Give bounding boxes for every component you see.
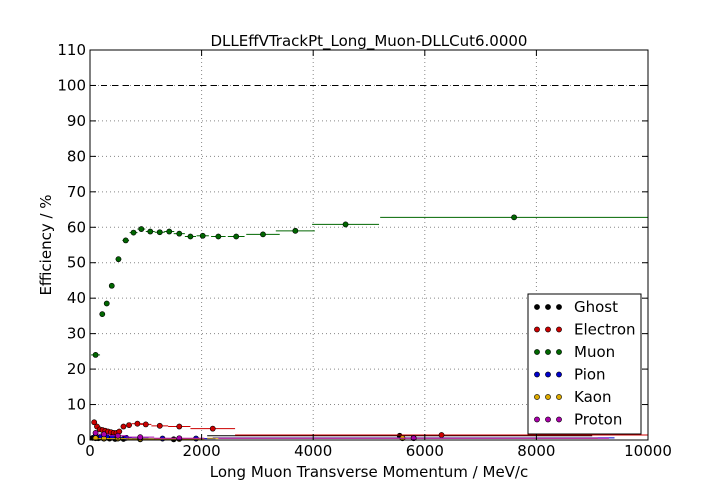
y-tick-label: 0 xyxy=(76,431,86,449)
y-tick-label: 40 xyxy=(67,289,86,307)
legend: Ghost Electron Muon Pion Kaon Proton xyxy=(527,293,642,435)
y-tick-label: 60 xyxy=(67,218,86,236)
muon-point xyxy=(215,233,222,240)
legend-item-proton: Proton xyxy=(534,411,622,429)
legend-marker xyxy=(534,304,540,310)
x-tick-label: 10000 xyxy=(624,442,672,460)
y-tick-label: 110 xyxy=(57,41,86,59)
legend-item-kaon: Kaon xyxy=(534,388,611,406)
muon-point xyxy=(260,231,266,238)
muon-point xyxy=(199,232,206,239)
legend-label: Ghost xyxy=(574,298,618,316)
legend-marker xyxy=(545,371,551,378)
x-tick-label: 2000 xyxy=(183,442,221,460)
legend-marker xyxy=(556,326,562,333)
muon-point xyxy=(92,352,99,358)
proton-point xyxy=(137,434,144,441)
legend-marker xyxy=(545,394,551,400)
y-tick-label: 20 xyxy=(67,360,86,378)
legend-marker xyxy=(534,349,540,355)
muon-point xyxy=(156,229,163,236)
muon-point xyxy=(99,311,106,318)
legend-marker xyxy=(556,349,562,355)
legend-marker xyxy=(534,371,540,378)
legend-marker xyxy=(556,371,562,378)
legend-item-ghost: Ghost xyxy=(534,298,618,316)
legend-marker xyxy=(545,304,551,310)
legend-marker xyxy=(545,326,551,333)
muon-point xyxy=(176,230,183,237)
electron-point xyxy=(209,425,216,432)
legend-marker xyxy=(545,416,551,423)
x-tick-label: 4000 xyxy=(294,442,332,460)
muon-point xyxy=(122,237,129,244)
y-tick-label: 80 xyxy=(67,147,86,165)
legend-label: Proton xyxy=(574,411,622,429)
electron-point xyxy=(134,420,141,427)
data-series xyxy=(89,214,648,443)
electron-point xyxy=(176,423,183,430)
legend-marker xyxy=(534,416,540,423)
y-axis-label: Efficiency / % xyxy=(37,194,55,295)
muon-point xyxy=(511,214,517,221)
electron-point xyxy=(120,423,127,430)
muon-point xyxy=(138,226,145,232)
legend-item-electron: Electron xyxy=(534,321,636,339)
x-axis-ticks: 0 2000 4000 6000 8000 10000 xyxy=(85,50,672,460)
muon-point xyxy=(147,228,154,235)
muon-point xyxy=(115,256,122,263)
legend-marker xyxy=(534,394,540,400)
y-tick-label: 90 xyxy=(67,112,86,130)
muon-point xyxy=(108,282,115,289)
legend-label: Pion xyxy=(574,366,606,384)
x-tick-label: 0 xyxy=(85,442,95,460)
proton-point xyxy=(92,430,99,436)
muon-point xyxy=(233,233,240,240)
plot-frame xyxy=(89,49,649,441)
legend-item-pion: Pion xyxy=(534,366,606,384)
legend-label: Muon xyxy=(574,343,615,361)
electron-point xyxy=(156,422,163,429)
y-tick-label: 100 xyxy=(57,76,86,94)
legend-marker xyxy=(556,304,562,310)
x-tick-label: 6000 xyxy=(406,442,444,460)
electron-point xyxy=(126,422,132,429)
electron-point xyxy=(142,421,149,428)
x-axis-label: Long Muon Transverse Momentum / MeV/c xyxy=(210,463,528,481)
legend-item-muon: Muon xyxy=(534,343,615,361)
electron-point xyxy=(91,419,98,426)
y-axis-ticks: 0 10 20 30 40 50 60 70 80 90 100 110 xyxy=(57,41,648,449)
y-tick-label: 30 xyxy=(67,325,86,343)
proton-point xyxy=(101,431,107,438)
y-tick-label: 50 xyxy=(67,254,86,272)
electron-point xyxy=(438,432,445,438)
legend-label: Kaon xyxy=(574,388,611,406)
muon-point xyxy=(292,227,299,234)
proton-point xyxy=(115,432,121,439)
y-tick-label: 70 xyxy=(67,183,86,201)
muon-point xyxy=(103,300,110,307)
muon-point xyxy=(166,228,173,235)
legend-marker xyxy=(545,349,551,355)
legend-marker xyxy=(534,326,540,333)
muon-point xyxy=(187,233,194,240)
legend-label: Electron xyxy=(574,321,636,339)
muon-point xyxy=(130,229,137,236)
legend-box xyxy=(527,293,642,435)
series-muon xyxy=(91,214,648,358)
x-tick-label: 8000 xyxy=(517,442,555,460)
chart-title: DLLEffVTrackPt_Long_Muon-DLLCut6.0000 xyxy=(211,32,528,51)
muon-point xyxy=(342,221,349,228)
legend-marker xyxy=(556,394,562,400)
y-tick-label: 10 xyxy=(67,396,86,414)
legend-marker xyxy=(556,416,562,423)
